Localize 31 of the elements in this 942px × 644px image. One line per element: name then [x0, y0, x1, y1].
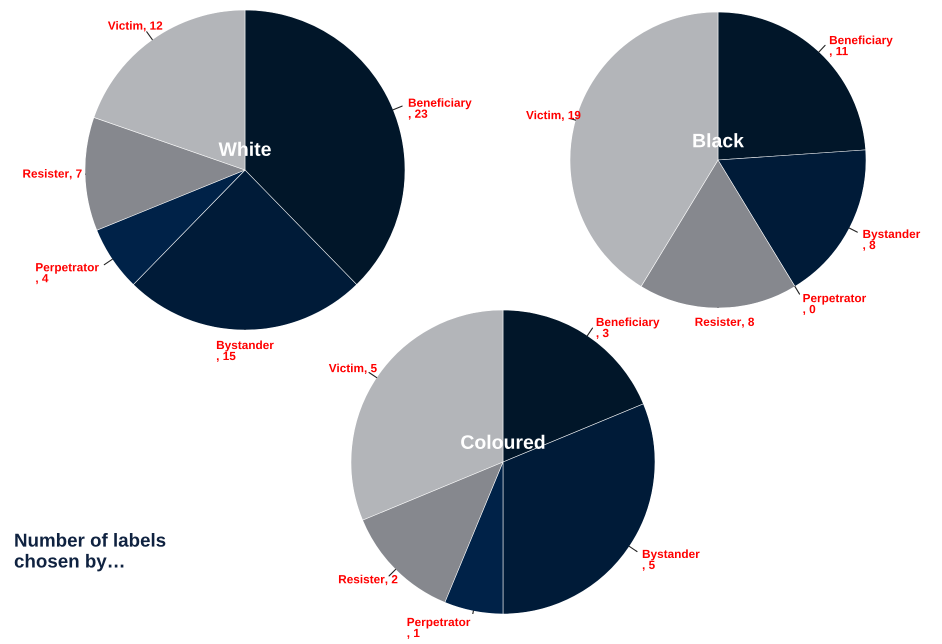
data-label: , 1 — [408, 628, 420, 639]
text: Number of labels chosen by… — [14, 533, 166, 572]
data-label: , 8 — [742, 318, 754, 328]
slice-label: Victim — [328, 364, 364, 372]
data-label: , 12 — [144, 21, 162, 32]
slice-label: Bystander — [863, 229, 920, 240]
data-label: , 2 — [386, 575, 398, 586]
data-label: , 5 — [642, 560, 655, 571]
legend-label: Perpetrator — [803, 294, 866, 305]
data-label: , 19 — [562, 110, 580, 121]
slice-label: Perpetrator — [408, 618, 470, 629]
data-label: , 11 — [830, 46, 848, 57]
slice-label: Perpetrator — [36, 263, 99, 274]
slice-label: Resister — [338, 574, 385, 584]
text: , 0 — [803, 304, 816, 315]
slice-label: Victim — [108, 21, 142, 30]
data-label: , 3 — [596, 328, 609, 339]
slice-label: Bystander — [642, 549, 700, 560]
data-label: , 4 — [36, 274, 48, 284]
slice-label: Beneficiary — [830, 36, 893, 47]
data-label: , 15 — [216, 352, 236, 362]
data-label: , 5 — [364, 364, 377, 374]
slice-label: Beneficiary — [408, 98, 472, 110]
slice-label: Victim — [526, 110, 561, 120]
slice-label: Resister — [23, 169, 69, 178]
data-label: , 8 — [863, 240, 876, 251]
slice-label: Resister — [695, 317, 742, 326]
data-label: , 7 — [70, 169, 82, 180]
slice-label: Bystander — [216, 340, 274, 352]
slice-label: Beneficiary — [596, 317, 660, 328]
data-label: , 23 — [408, 110, 428, 120]
